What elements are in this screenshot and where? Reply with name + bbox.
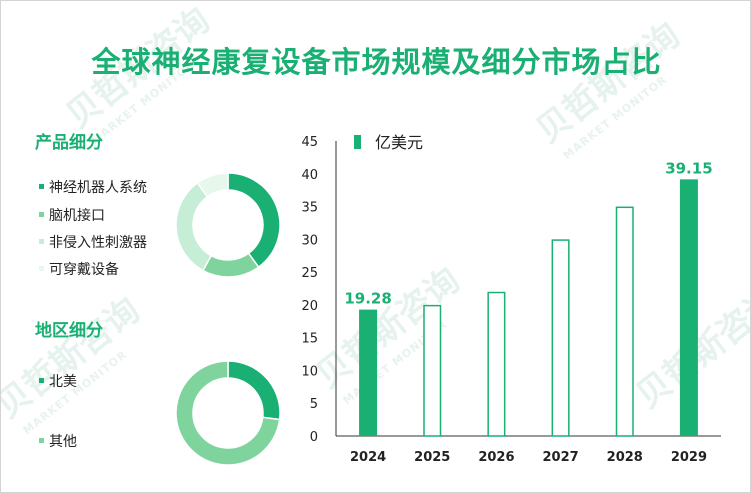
watermark-en: MARKET MONITOR (20, 347, 130, 438)
legend-item: 神经机器人系统 (39, 177, 147, 197)
x-tick-label: 2025 (414, 450, 450, 465)
legend-item: 其他 (39, 431, 77, 451)
bar (487, 291, 506, 437)
legend-item: 脑机接口 (39, 205, 105, 225)
y-tick-label: 5 (310, 397, 318, 412)
y-tick-label: 35 (301, 201, 318, 216)
legend-swatch (39, 211, 44, 217)
region-section-title: 地区细分 (35, 321, 103, 341)
x-tick-label: 2027 (542, 450, 578, 465)
legend-swatch (39, 437, 44, 443)
y-tick-label: 0 (310, 430, 318, 445)
x-tick-label: 2024 (350, 450, 386, 465)
legend-label: 神经机器人系统 (49, 180, 147, 196)
legend-label: 脑机接口 (49, 208, 105, 224)
legend-label: 亿美元 (375, 133, 423, 152)
bar (551, 239, 570, 437)
y-tick-label: 30 (301, 233, 318, 248)
data-label: 39.15 (665, 159, 712, 177)
donut-slice (227, 172, 281, 269)
y-tick-label: 25 (301, 266, 318, 281)
x-tick-label: 2028 (607, 450, 643, 465)
donut-slice (227, 360, 281, 421)
region-donut-chart (175, 360, 281, 466)
product-section-title: 产品细分 (35, 133, 103, 153)
legend-item: 北美 (39, 371, 77, 391)
product-donut-chart (175, 172, 281, 278)
x-tick-label: 2026 (478, 450, 514, 465)
donut-slice (175, 181, 213, 272)
y-tick-label: 45 (301, 135, 318, 150)
page-title: 全球神经康复设备市场规模及细分市场占比 (91, 45, 662, 79)
donut-slice (175, 360, 281, 466)
x-tick-label: 2029 (671, 450, 707, 465)
data-label: 19.28 (344, 290, 391, 308)
legend-label: 北美 (49, 374, 77, 390)
legend-label: 其他 (49, 434, 77, 450)
legend-swatch (39, 183, 44, 189)
legend-item: 非侵入性刺激器 (39, 232, 147, 252)
bar (359, 309, 378, 436)
bar (615, 206, 634, 437)
y-tick-label: 20 (301, 299, 318, 314)
legend-label: 非侵入性刺激器 (49, 235, 147, 251)
donut-slice (196, 172, 229, 198)
legend-item: 可穿戴设备 (39, 259, 119, 279)
bar (423, 304, 442, 437)
legend-swatch (354, 135, 361, 149)
legend-swatch (39, 377, 44, 383)
y-tick-label: 40 (301, 168, 318, 183)
y-tick-label: 15 (301, 332, 318, 347)
bar (679, 179, 698, 436)
legend-swatch (39, 265, 44, 271)
legend-label: 可穿戴设备 (49, 262, 119, 278)
legend-swatch (39, 238, 44, 244)
y-tick-label: 10 (301, 364, 318, 379)
